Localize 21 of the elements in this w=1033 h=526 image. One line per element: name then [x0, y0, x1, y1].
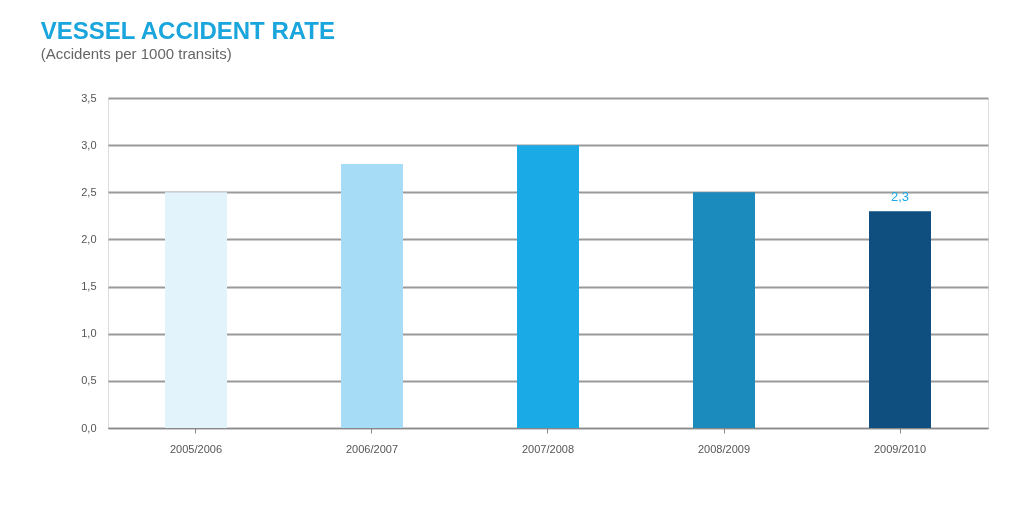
chart-subtitle: (Accidents per 1000 transits): [40, 45, 232, 62]
bar: [517, 145, 579, 428]
bar: [869, 211, 931, 428]
y-tick-label: 3,0: [81, 138, 97, 151]
bar: [165, 192, 227, 428]
y-tick-label: 0,5: [81, 374, 97, 387]
x-tick-label: 2007/2008: [522, 442, 574, 455]
data-label: 2,3: [890, 189, 910, 205]
x-tick-label: 2006/2007: [346, 442, 398, 455]
y-tick-label: 1,0: [81, 327, 97, 340]
bar: [341, 164, 403, 428]
y-tick-label: 0,0: [81, 421, 97, 434]
x-tick-label: 2005/2006: [170, 442, 222, 455]
y-tick-label: 2,0: [81, 232, 97, 245]
y-tick-label: 2,5: [81, 185, 97, 198]
x-tick-label: 2009/2010: [874, 442, 926, 455]
chart-title: VESSEL ACCIDENT RATE: [40, 17, 335, 44]
y-tick-label: 3,5: [81, 91, 97, 104]
y-tick-label: 1,5: [81, 280, 97, 293]
bar: [693, 192, 755, 428]
x-tick-label: 2008/2009: [698, 442, 750, 455]
